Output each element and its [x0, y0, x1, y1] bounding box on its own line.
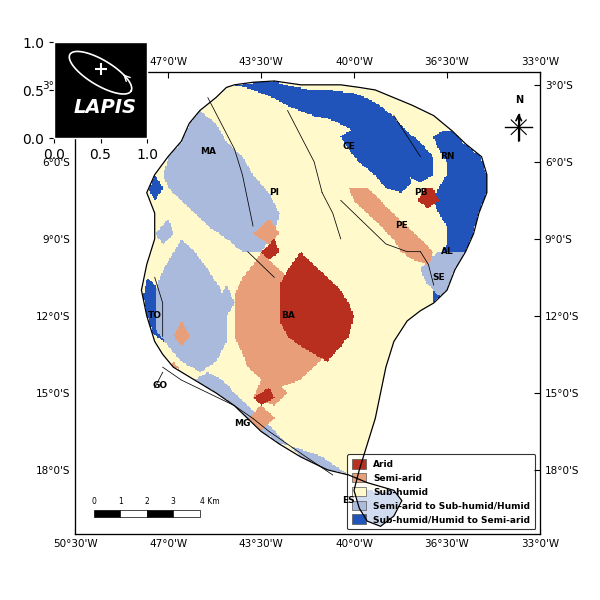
- Text: TO: TO: [148, 311, 162, 320]
- Text: 2: 2: [145, 497, 149, 506]
- Bar: [94, 511, 120, 517]
- Text: MG: MG: [234, 419, 251, 428]
- Text: RN: RN: [440, 152, 454, 161]
- Text: 4 Km: 4 Km: [200, 497, 220, 506]
- Text: 1: 1: [118, 497, 122, 506]
- Text: PI: PI: [269, 188, 279, 197]
- Bar: [120, 511, 147, 517]
- Bar: [147, 511, 173, 517]
- Text: 0: 0: [91, 497, 96, 506]
- Text: MA: MA: [200, 147, 216, 156]
- Text: BA: BA: [281, 311, 295, 320]
- Text: SE: SE: [433, 273, 445, 282]
- Text: 3: 3: [171, 497, 176, 506]
- Text: AL: AL: [440, 247, 454, 256]
- Text: N: N: [515, 95, 523, 106]
- Legend: Arid, Semi-arid, Sub-humid, Semi-arid to Sub-humid/Humid, Sub-humid/Humid to Sem: Arid, Semi-arid, Sub-humid, Semi-arid to…: [347, 454, 535, 529]
- Text: ES: ES: [343, 496, 355, 505]
- Bar: [173, 511, 200, 517]
- Text: PE: PE: [395, 221, 408, 230]
- Text: CE: CE: [343, 142, 355, 151]
- Text: PB: PB: [413, 188, 427, 197]
- Text: GO: GO: [152, 380, 167, 389]
- Text: LAPIS: LAPIS: [74, 98, 137, 117]
